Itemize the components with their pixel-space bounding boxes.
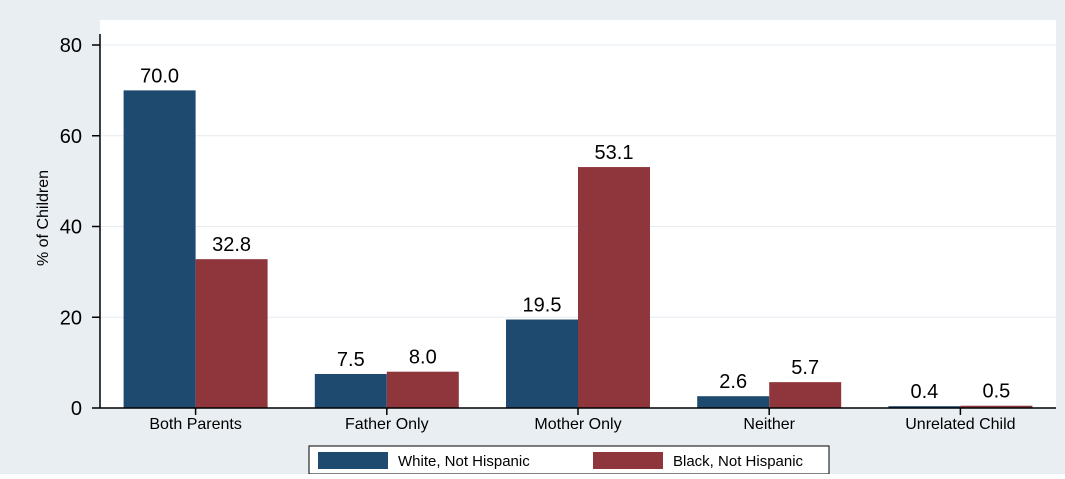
bar-white-2 bbox=[506, 319, 578, 408]
y-tick-label: 20 bbox=[60, 307, 82, 329]
legend-label-black: Black, Not Hispanic bbox=[673, 453, 804, 470]
bar-white-4 bbox=[888, 406, 961, 408]
bar-black-0 bbox=[195, 259, 268, 408]
bar-black-4 bbox=[960, 405, 1033, 408]
bars bbox=[123, 90, 1033, 408]
data-labels: 70.0 32.8 7.5 8.0 19.5 53.1 2.6 5.7 0.4 0.5 bbox=[140, 65, 1010, 403]
data-label: 5.7 bbox=[791, 357, 819, 379]
bar-white-3 bbox=[697, 396, 770, 408]
x-tick-label: Both Parents bbox=[149, 416, 242, 433]
legend-swatch-black bbox=[593, 452, 663, 469]
bar-white-1 bbox=[314, 373, 387, 408]
legend-frame bbox=[308, 445, 830, 475]
data-label: 19.5 bbox=[523, 295, 562, 317]
x-tick-label: Mother Only bbox=[534, 416, 621, 433]
bar-black-3 bbox=[769, 382, 842, 408]
y-axis-ticks: 0 20 40 60 80 bbox=[60, 35, 100, 420]
data-label: 32.8 bbox=[212, 234, 251, 256]
y-tick-label: 80 bbox=[60, 35, 82, 57]
y-tick-label: 40 bbox=[60, 217, 82, 239]
legend-swatch-white bbox=[318, 452, 388, 469]
x-tick-label: Father Only bbox=[345, 416, 429, 433]
bar-black-2 bbox=[578, 167, 650, 408]
y-tick-label: 0 bbox=[71, 398, 82, 420]
x-tick-label: Neither bbox=[743, 416, 795, 433]
bar-white-0 bbox=[123, 90, 196, 408]
y-tick-label: 60 bbox=[60, 126, 82, 148]
data-label: 2.6 bbox=[719, 371, 747, 393]
legend: White, Not Hispanic Black, Not Hispanic bbox=[308, 445, 830, 475]
legend-label-white: White, Not Hispanic bbox=[398, 453, 530, 470]
data-label: 0.4 bbox=[910, 381, 938, 403]
y-axis-label: % of Children bbox=[35, 170, 52, 266]
data-label: 7.5 bbox=[337, 349, 365, 371]
x-tick-label: Unrelated Child bbox=[905, 416, 1015, 433]
data-label: 8.0 bbox=[409, 347, 437, 369]
data-label: 53.1 bbox=[595, 142, 634, 164]
x-axis-ticks: Both Parents Father Only Mother Only Neithe… bbox=[149, 408, 1016, 433]
bar-black-1 bbox=[386, 371, 459, 408]
data-label: 70.0 bbox=[140, 65, 179, 87]
data-label: 0.5 bbox=[982, 381, 1010, 403]
